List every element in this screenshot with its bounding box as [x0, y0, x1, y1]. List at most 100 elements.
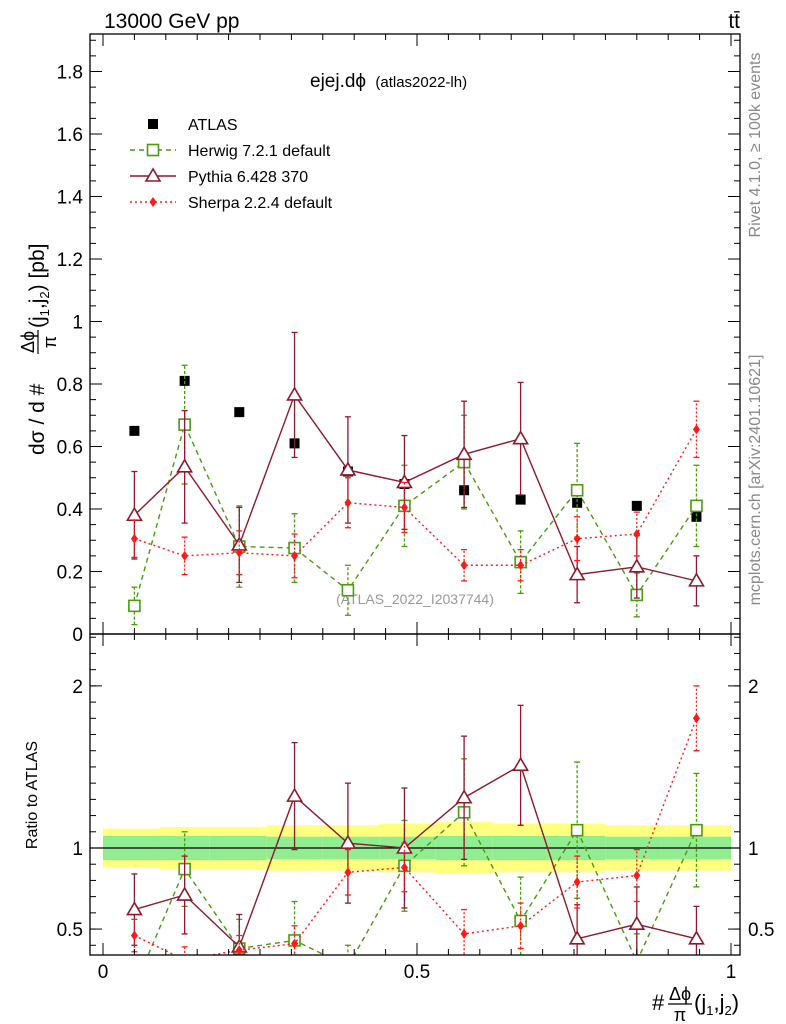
- main-sherpa-point: [291, 550, 299, 561]
- ratio-herwig-point: [570, 823, 584, 837]
- main-pythia-point: [628, 558, 646, 573]
- ratio-pythia-point: [286, 787, 303, 802]
- xlabel-sub1: 1: [706, 1003, 713, 1018]
- main-pythia-point: [512, 430, 530, 445]
- ratio-sherpa-point: [291, 938, 299, 949]
- legend-label-sherpa: Sherpa 2.2.4 default: [188, 195, 333, 212]
- main-sherpa-point: [573, 533, 581, 544]
- main-series-sherpa: [130, 400, 700, 582]
- plot-title-sub: (atlas2022-lh): [375, 74, 467, 91]
- ratio-sherpa-point: [517, 920, 525, 931]
- legend: ATLAS Herwig 7.2.1 default Pythia 6.428 37…: [130, 117, 333, 212]
- frames: 0 0.2 0.4 0.6 0.8 1 1.2 1.4 1.6 1.8 0.5 0.5 1 1 2 2 0 0.5…: [57, 33, 774, 983]
- legend-item-pythia: Pythia 6.428 370: [130, 167, 308, 186]
- ratio-sherpa-point: [400, 862, 408, 873]
- main-ylabel-sub2: 2: [37, 291, 52, 298]
- main-pythia-point: [568, 566, 586, 581]
- main-pythia-point: [455, 445, 473, 461]
- ratio-ytick-label: 0.5: [57, 920, 83, 941]
- legend-marker-sherpa: [149, 197, 157, 207]
- ratio-sherpa-line: [134, 718, 698, 955]
- xlabel-prefix: #: [652, 990, 665, 1015]
- main-atlas-point: [572, 497, 583, 508]
- main-ylabel-frac-num: Δϕ: [18, 331, 38, 353]
- legend-item-sherpa: Sherpa 2.2.4 default: [130, 195, 333, 212]
- main-ylabel-args: (j1,j2) [pb]: [26, 244, 52, 329]
- ratio-frame: [89, 633, 741, 956]
- main-ytick-label: 1: [72, 313, 83, 334]
- xtick-label: 1: [726, 962, 737, 983]
- xtick-label: 0.5: [404, 962, 430, 983]
- xlabel-args: (j1,j2): [694, 990, 739, 1018]
- ratio-pythia-point: [176, 886, 194, 901]
- ratio-herwig-line: [147, 811, 698, 955]
- main-herwig-point: [341, 583, 355, 597]
- main-ytick-label: 1.8: [57, 63, 83, 84]
- mcplots-label: mcplots.cern.ch [arXiv:2401.10621]: [747, 355, 764, 606]
- legend-item-herwig: Herwig 7.2.1 default: [130, 143, 331, 160]
- plot-title: ejej.dϕ (atlas2022-lh): [310, 71, 467, 92]
- ratio-ytick-label-right: 0.5: [748, 920, 774, 941]
- xlabel-suffix: ): [732, 990, 739, 1015]
- ratio-pythia-point: [455, 789, 473, 804]
- ratio-herwig-point: [690, 823, 703, 837]
- main-ylabel-comma: ,j: [26, 299, 49, 310]
- ratio-sherpa-point: [573, 877, 581, 888]
- rivet-label: Rivet 4.1.0, ≥ 100k events: [747, 53, 764, 238]
- plot-title-main: ejej.dϕ: [310, 71, 366, 92]
- main-sherpa-point: [130, 533, 138, 544]
- main-sherpa-point: [633, 529, 641, 539]
- main-ytick-label: 0.4: [57, 500, 84, 521]
- ratio-sherpa-point: [460, 928, 468, 939]
- main-atlas-point: [179, 375, 190, 386]
- main-ylabel-frac-den: π: [40, 336, 60, 348]
- main-atlas-point: [234, 407, 245, 418]
- ratio-pythia-point: [126, 901, 143, 916]
- main-atlas-point: [631, 500, 642, 511]
- main-sherpa-point: [181, 550, 189, 561]
- ratio-sherpa-point: [130, 930, 138, 941]
- legend-label-pythia: Pythia 6.428 370: [188, 169, 308, 186]
- main-series-group: [126, 331, 705, 626]
- ratio-ylabel: Ratio to ATLAS: [24, 741, 41, 849]
- main-sherpa-point: [344, 497, 352, 508]
- main-ytick-label: 1.6: [57, 125, 83, 146]
- main-pythia-point: [688, 572, 705, 587]
- main-ytick-label: 0.2: [57, 563, 83, 584]
- ratio-pythia-point: [688, 930, 705, 945]
- main-sherpa-point: [235, 547, 243, 558]
- main-sherpa-point: [400, 502, 408, 513]
- main-herwig-point: [128, 599, 141, 613]
- legend-marker-pythia: [144, 167, 162, 182]
- legend-label-herwig: Herwig 7.2.1 default: [188, 143, 331, 160]
- main-ylabel-arg-open: (j: [26, 316, 49, 328]
- main-sherpa-point: [692, 424, 700, 435]
- legend-marker-atlas: [148, 119, 158, 129]
- legend-item-atlas: ATLAS: [148, 117, 238, 134]
- main-pythia-point: [286, 386, 303, 401]
- ratio-xlabel: # Δϕ π (j1,j2): [652, 984, 739, 1024]
- process-label: tt̄: [728, 10, 740, 33]
- main-ytick-label: 0.8: [57, 375, 83, 396]
- energy-label: 13000 GeV pp: [104, 10, 239, 33]
- ratio-sherpa-point: [692, 713, 700, 724]
- main-sherpa-point: [517, 560, 525, 571]
- ratio-pythia-point: [512, 756, 530, 772]
- main-herwig-point: [690, 499, 703, 513]
- main-pythia-point: [339, 461, 357, 476]
- legend-label-atlas: ATLAS: [188, 117, 238, 134]
- xlabel-sub2: 2: [724, 1003, 731, 1018]
- main-ylabel-suffix: ) [pb]: [26, 244, 49, 292]
- ratio-pythia-point: [568, 930, 586, 945]
- main-sherpa-point: [460, 560, 468, 571]
- ratio-sherpa-point: [235, 945, 243, 955]
- ratio-ytick-label-right: 2: [748, 677, 759, 698]
- main-ylabel: dσ / d # Δϕ π (j1,j2) [pb]: [18, 244, 60, 456]
- ratio-plot: [90, 685, 740, 955]
- main-ytick-label: 1.4: [57, 188, 84, 209]
- legend-marker-herwig: [146, 143, 160, 157]
- main-atlas-point: [691, 511, 702, 522]
- ratio-series-sherpa: [130, 685, 700, 955]
- xlabel-frac-den: π: [674, 1005, 686, 1024]
- main-herwig-line: [133, 422, 698, 607]
